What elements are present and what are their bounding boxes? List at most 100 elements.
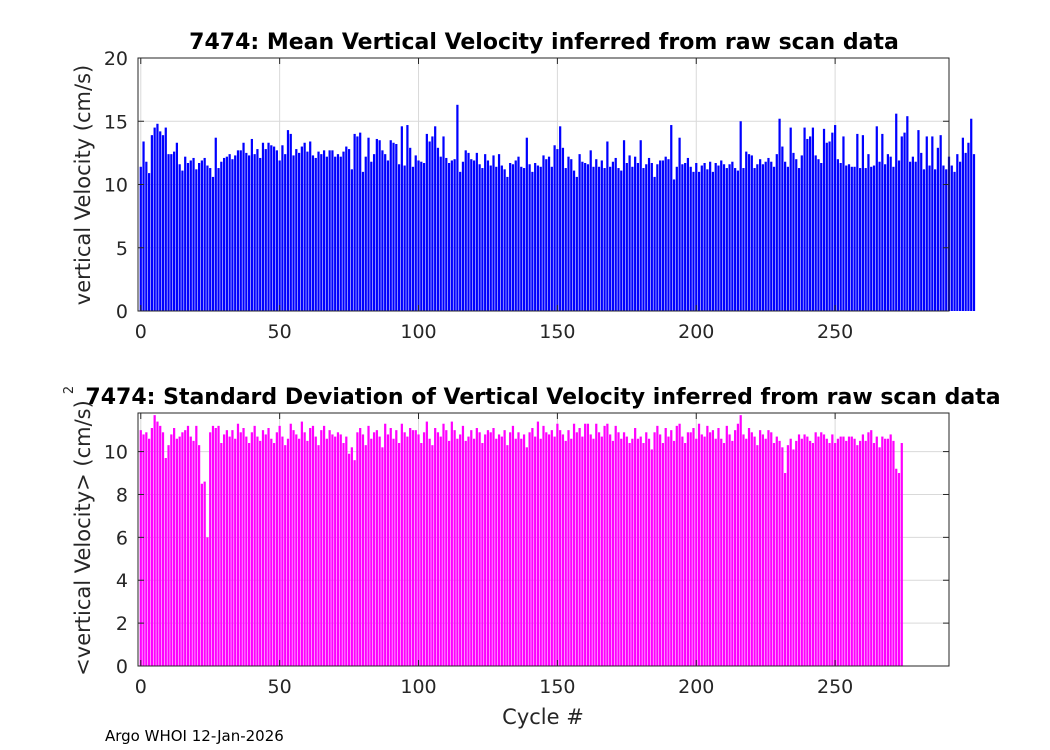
x-axis-label: Cycle # <box>502 705 584 729</box>
mean-bar <box>145 161 148 311</box>
mean-bar <box>672 179 676 311</box>
mean-bar <box>581 161 584 311</box>
std-bar <box>478 432 481 666</box>
mean-bar <box>717 165 720 311</box>
std-bar <box>281 436 284 666</box>
mean-bar <box>772 166 776 311</box>
std-bar <box>495 438 498 666</box>
std-bar <box>556 423 559 666</box>
mean-bar <box>686 157 690 311</box>
mean-bar <box>270 145 273 311</box>
mean-bar <box>842 136 845 311</box>
std-x-tick-label: 50 <box>268 676 292 698</box>
mean-bar <box>595 159 598 311</box>
std-bar <box>728 434 731 666</box>
std-bar <box>878 447 881 666</box>
std-bar <box>750 432 753 666</box>
std-bar <box>664 428 667 666</box>
std-bar <box>872 443 876 666</box>
std-chart-title: 7474: Standard Deviation of Vertical Vel… <box>85 385 1000 410</box>
mean-bar <box>722 164 726 311</box>
mean-bar <box>328 150 331 311</box>
std-bar <box>245 436 248 666</box>
footer-text: Argo WHOI 12-Jan-2026 <box>105 727 284 745</box>
std-bar <box>822 434 826 666</box>
std-bar <box>300 421 303 666</box>
mean-bar <box>620 170 623 311</box>
mean-bar <box>467 152 470 312</box>
mean-bar <box>675 166 678 311</box>
mean-bar <box>892 166 895 311</box>
mean-bar <box>234 155 237 311</box>
mean-bar <box>659 160 662 311</box>
mean-bar <box>731 161 734 311</box>
std-bar <box>589 434 592 666</box>
mean-bar <box>220 161 223 311</box>
mean-bar <box>545 159 548 311</box>
std-bar <box>845 440 848 666</box>
mean-bar <box>906 116 909 311</box>
std-bar <box>431 445 434 666</box>
std-bar <box>164 458 167 666</box>
std-bar <box>522 434 526 666</box>
mean-bar <box>472 160 476 311</box>
mean-bar <box>820 163 823 311</box>
std-bar <box>759 430 762 666</box>
mean-bar <box>889 156 892 311</box>
mean-bar <box>431 136 434 311</box>
std-bar <box>311 425 315 666</box>
mean-bar <box>811 127 815 311</box>
mean-bar <box>450 160 453 311</box>
mean-bar <box>161 135 165 311</box>
std-bar <box>392 438 395 666</box>
std-bar <box>736 423 740 666</box>
std-bar <box>386 434 390 666</box>
std-bar <box>378 436 381 666</box>
mean-bar <box>459 171 462 311</box>
std-bar <box>506 445 509 666</box>
std-bar <box>700 434 703 666</box>
std-bar <box>617 432 620 666</box>
std-x-tick-label: 200 <box>678 676 714 698</box>
std-bar <box>706 425 709 666</box>
mean-bar <box>347 149 351 311</box>
std-bar <box>545 432 548 666</box>
mean-bar <box>559 126 562 311</box>
mean-bar <box>695 163 698 311</box>
std-bar <box>586 423 590 666</box>
mean-bar <box>845 165 848 311</box>
std-bar <box>625 436 628 666</box>
mean-bar <box>553 145 556 311</box>
mean-bar <box>334 156 337 311</box>
std-bar <box>428 438 431 666</box>
std-bar <box>239 432 242 666</box>
std-bar <box>600 436 603 666</box>
mean-y-tick-label: 20 <box>104 48 128 70</box>
std-bar <box>606 423 609 666</box>
std-bar <box>272 443 276 666</box>
std-bar <box>897 473 901 666</box>
mean-bar <box>864 168 867 311</box>
std-bar <box>547 434 551 666</box>
mean-bar <box>650 163 653 311</box>
mean-bar <box>745 151 748 311</box>
std-bar <box>325 438 328 666</box>
mean-bar <box>292 155 295 311</box>
std-bar <box>884 438 887 666</box>
mean-bar <box>550 166 553 311</box>
std-bar <box>864 440 867 666</box>
mean-bar <box>911 156 914 311</box>
std-bar <box>570 438 573 666</box>
mean-bar <box>342 151 345 311</box>
mean-bar <box>936 147 939 311</box>
std-bar <box>384 423 387 666</box>
mean-bar <box>264 149 267 311</box>
mean-bar <box>406 125 409 311</box>
std-bar <box>889 434 892 666</box>
std-bar <box>645 432 648 666</box>
mean-bar <box>931 136 934 311</box>
std-bar <box>184 430 187 666</box>
std-bar <box>456 438 459 666</box>
mean-bar <box>895 113 898 311</box>
mean-bar <box>706 169 709 311</box>
